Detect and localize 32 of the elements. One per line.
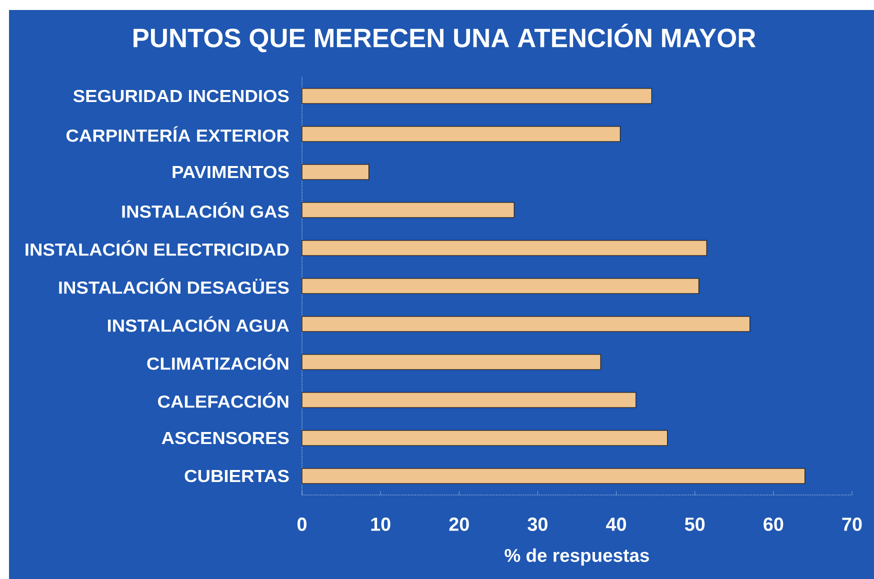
y-tick-label: CUBIERTAS xyxy=(184,470,289,482)
chart-title: PUNTOS QUE MERECEN UNA ATENCIÓN MAYOR xyxy=(134,24,756,52)
y-tick-label: INSTALACIÓN GAS xyxy=(122,202,289,218)
y-tick-label: CLIMATIZACIÓN xyxy=(147,354,288,370)
x-tick-label: 50 xyxy=(684,518,705,531)
bar xyxy=(302,88,652,104)
y-tick-label: CALEFACCIÓN xyxy=(158,392,288,408)
y-tick-label: SEGURIDAD INCENDIOS xyxy=(73,90,289,102)
bar xyxy=(302,202,514,218)
y-tick-label: INSTALACIÓN DESAGÜES xyxy=(59,278,289,294)
bar xyxy=(302,354,601,370)
y-tick-label: CARPINTERÍA EXTERIOR xyxy=(66,126,290,142)
x-tick-label: 60 xyxy=(764,518,784,531)
bar xyxy=(302,164,370,180)
y-tick-label: ASCENSORES xyxy=(162,432,289,444)
x-tick-label: 40 xyxy=(606,518,626,531)
x-tick-label: 10 xyxy=(371,518,390,531)
bar xyxy=(302,468,806,484)
y-tick-label: INSTALACIÓN AGUA xyxy=(108,316,289,332)
x-tick-label: 30 xyxy=(528,518,548,531)
y-tick-label: PAVIMENTOS xyxy=(172,166,289,178)
bar xyxy=(302,316,750,332)
x-tick-label: 70 xyxy=(842,518,862,531)
bar xyxy=(302,240,707,256)
x-tick-label: 0 xyxy=(297,518,306,531)
bar xyxy=(302,278,700,294)
x-axis-title: % de respuestas xyxy=(504,548,649,566)
bar xyxy=(302,430,668,446)
x-tick-label: 20 xyxy=(449,518,469,531)
bar xyxy=(302,126,621,142)
y-tick-label: INSTALACIÓN ELECTRICIDAD xyxy=(26,240,289,256)
bar xyxy=(302,392,636,408)
